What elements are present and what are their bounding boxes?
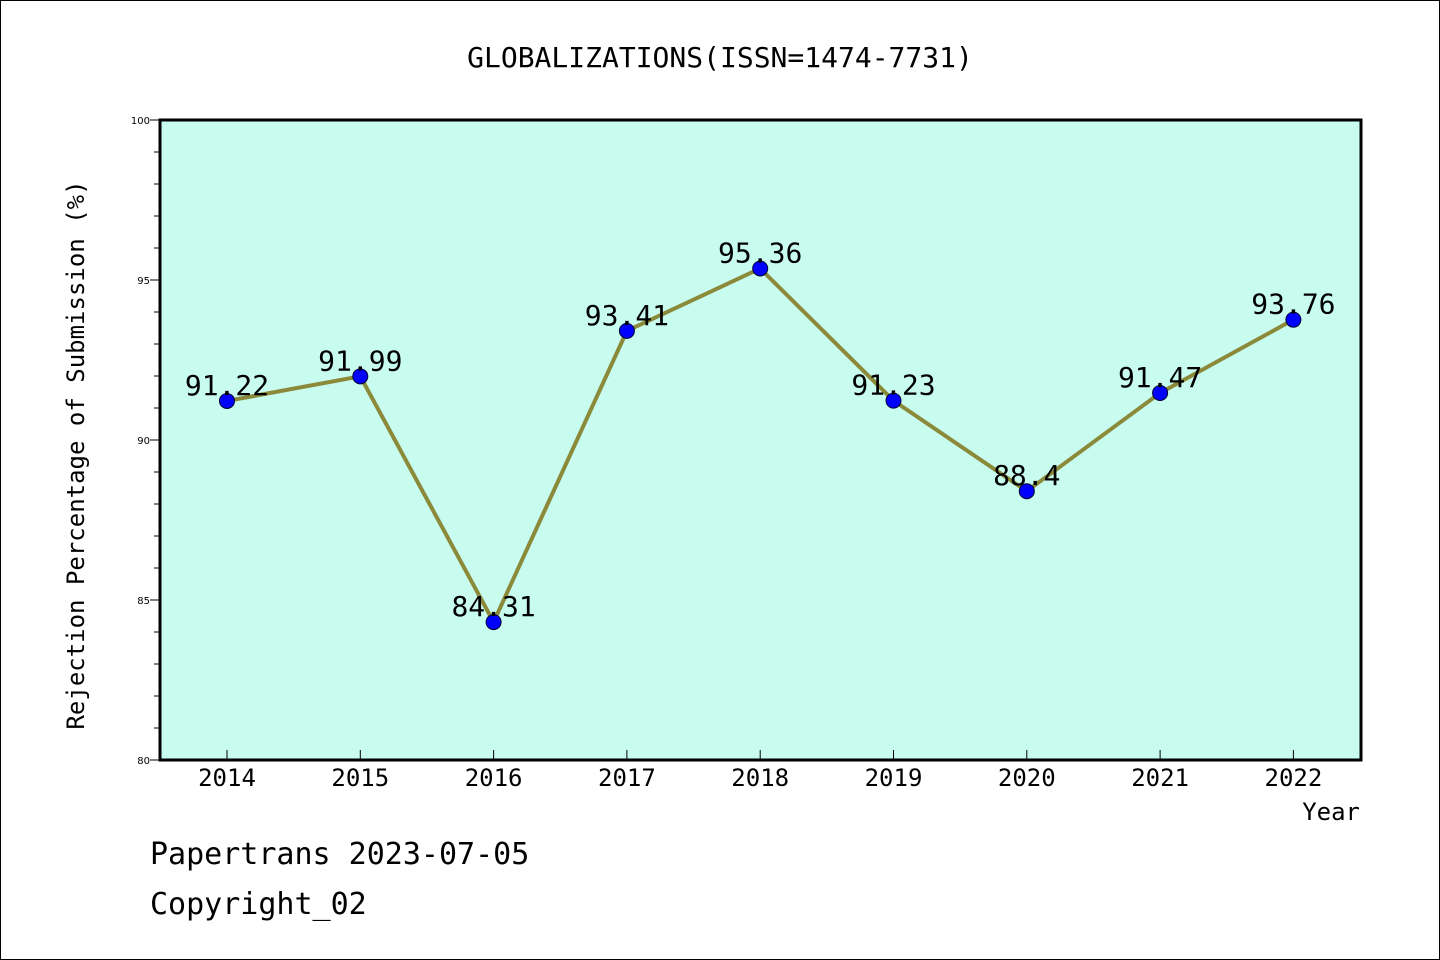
data-point	[752, 260, 769, 277]
x-tick-label: 2022	[1265, 764, 1323, 792]
y-tick-label: 90	[137, 436, 150, 447]
x-tick-label: 2017	[598, 764, 656, 792]
footer-date: Papertrans 2023-07-05	[150, 837, 529, 872]
chart-title: GLOBALIZATIONS(ISSN=1474-7731)	[467, 41, 973, 74]
y-axis: 80 85 90 95 100	[131, 116, 160, 767]
x-tick-label: 2019	[865, 764, 923, 792]
x-tick-label: 2020	[998, 764, 1056, 792]
data-label: 84.31	[451, 590, 535, 623]
plot-area	[160, 120, 1361, 760]
data-point	[219, 392, 235, 409]
data-point	[885, 392, 902, 409]
data-label: 88.4	[993, 459, 1060, 492]
data-point	[1152, 384, 1169, 401]
x-tick-label: 2021	[1131, 764, 1189, 792]
plot-border	[158, 118, 1363, 762]
data-point	[1285, 311, 1302, 328]
data-label: 91.22	[185, 369, 269, 402]
x-axis-label: Year	[1302, 798, 1360, 826]
data-point	[1018, 483, 1035, 500]
y-tick-label: 100	[131, 116, 150, 127]
x-tick-label: 2014	[198, 764, 256, 792]
data-label: 93.41	[585, 299, 669, 332]
data-point	[485, 614, 502, 631]
data-point	[618, 322, 635, 339]
data-label: 95.36	[718, 236, 802, 269]
x-tick-label: 2015	[331, 764, 389, 792]
data-point	[352, 368, 369, 385]
y-axis-label: Rejection Percentage of Submission (%)	[62, 180, 90, 729]
data-label: 91.47	[1118, 361, 1202, 394]
footer-copyright: Copyright_02	[150, 887, 367, 922]
x-tick-label: 2018	[731, 764, 789, 792]
y-tick-label: 95	[137, 276, 150, 287]
data-labels: 91.22 91.99 84.31 93.41 95.36 91.23 88.4 91.47 9…	[185, 236, 1336, 623]
series-markers	[219, 260, 1302, 631]
data-label: 91.23	[851, 369, 935, 402]
data-label: 93.76	[1251, 288, 1335, 321]
data-label: 91.99	[318, 344, 402, 377]
x-tick-label: 2016	[465, 764, 523, 792]
y-tick-label: 85	[137, 596, 150, 607]
y-tick-label: 80	[137, 756, 150, 767]
x-axis: 2014 2015 2016 2017 2018 2019 2020 2021 2022	[198, 750, 1322, 792]
